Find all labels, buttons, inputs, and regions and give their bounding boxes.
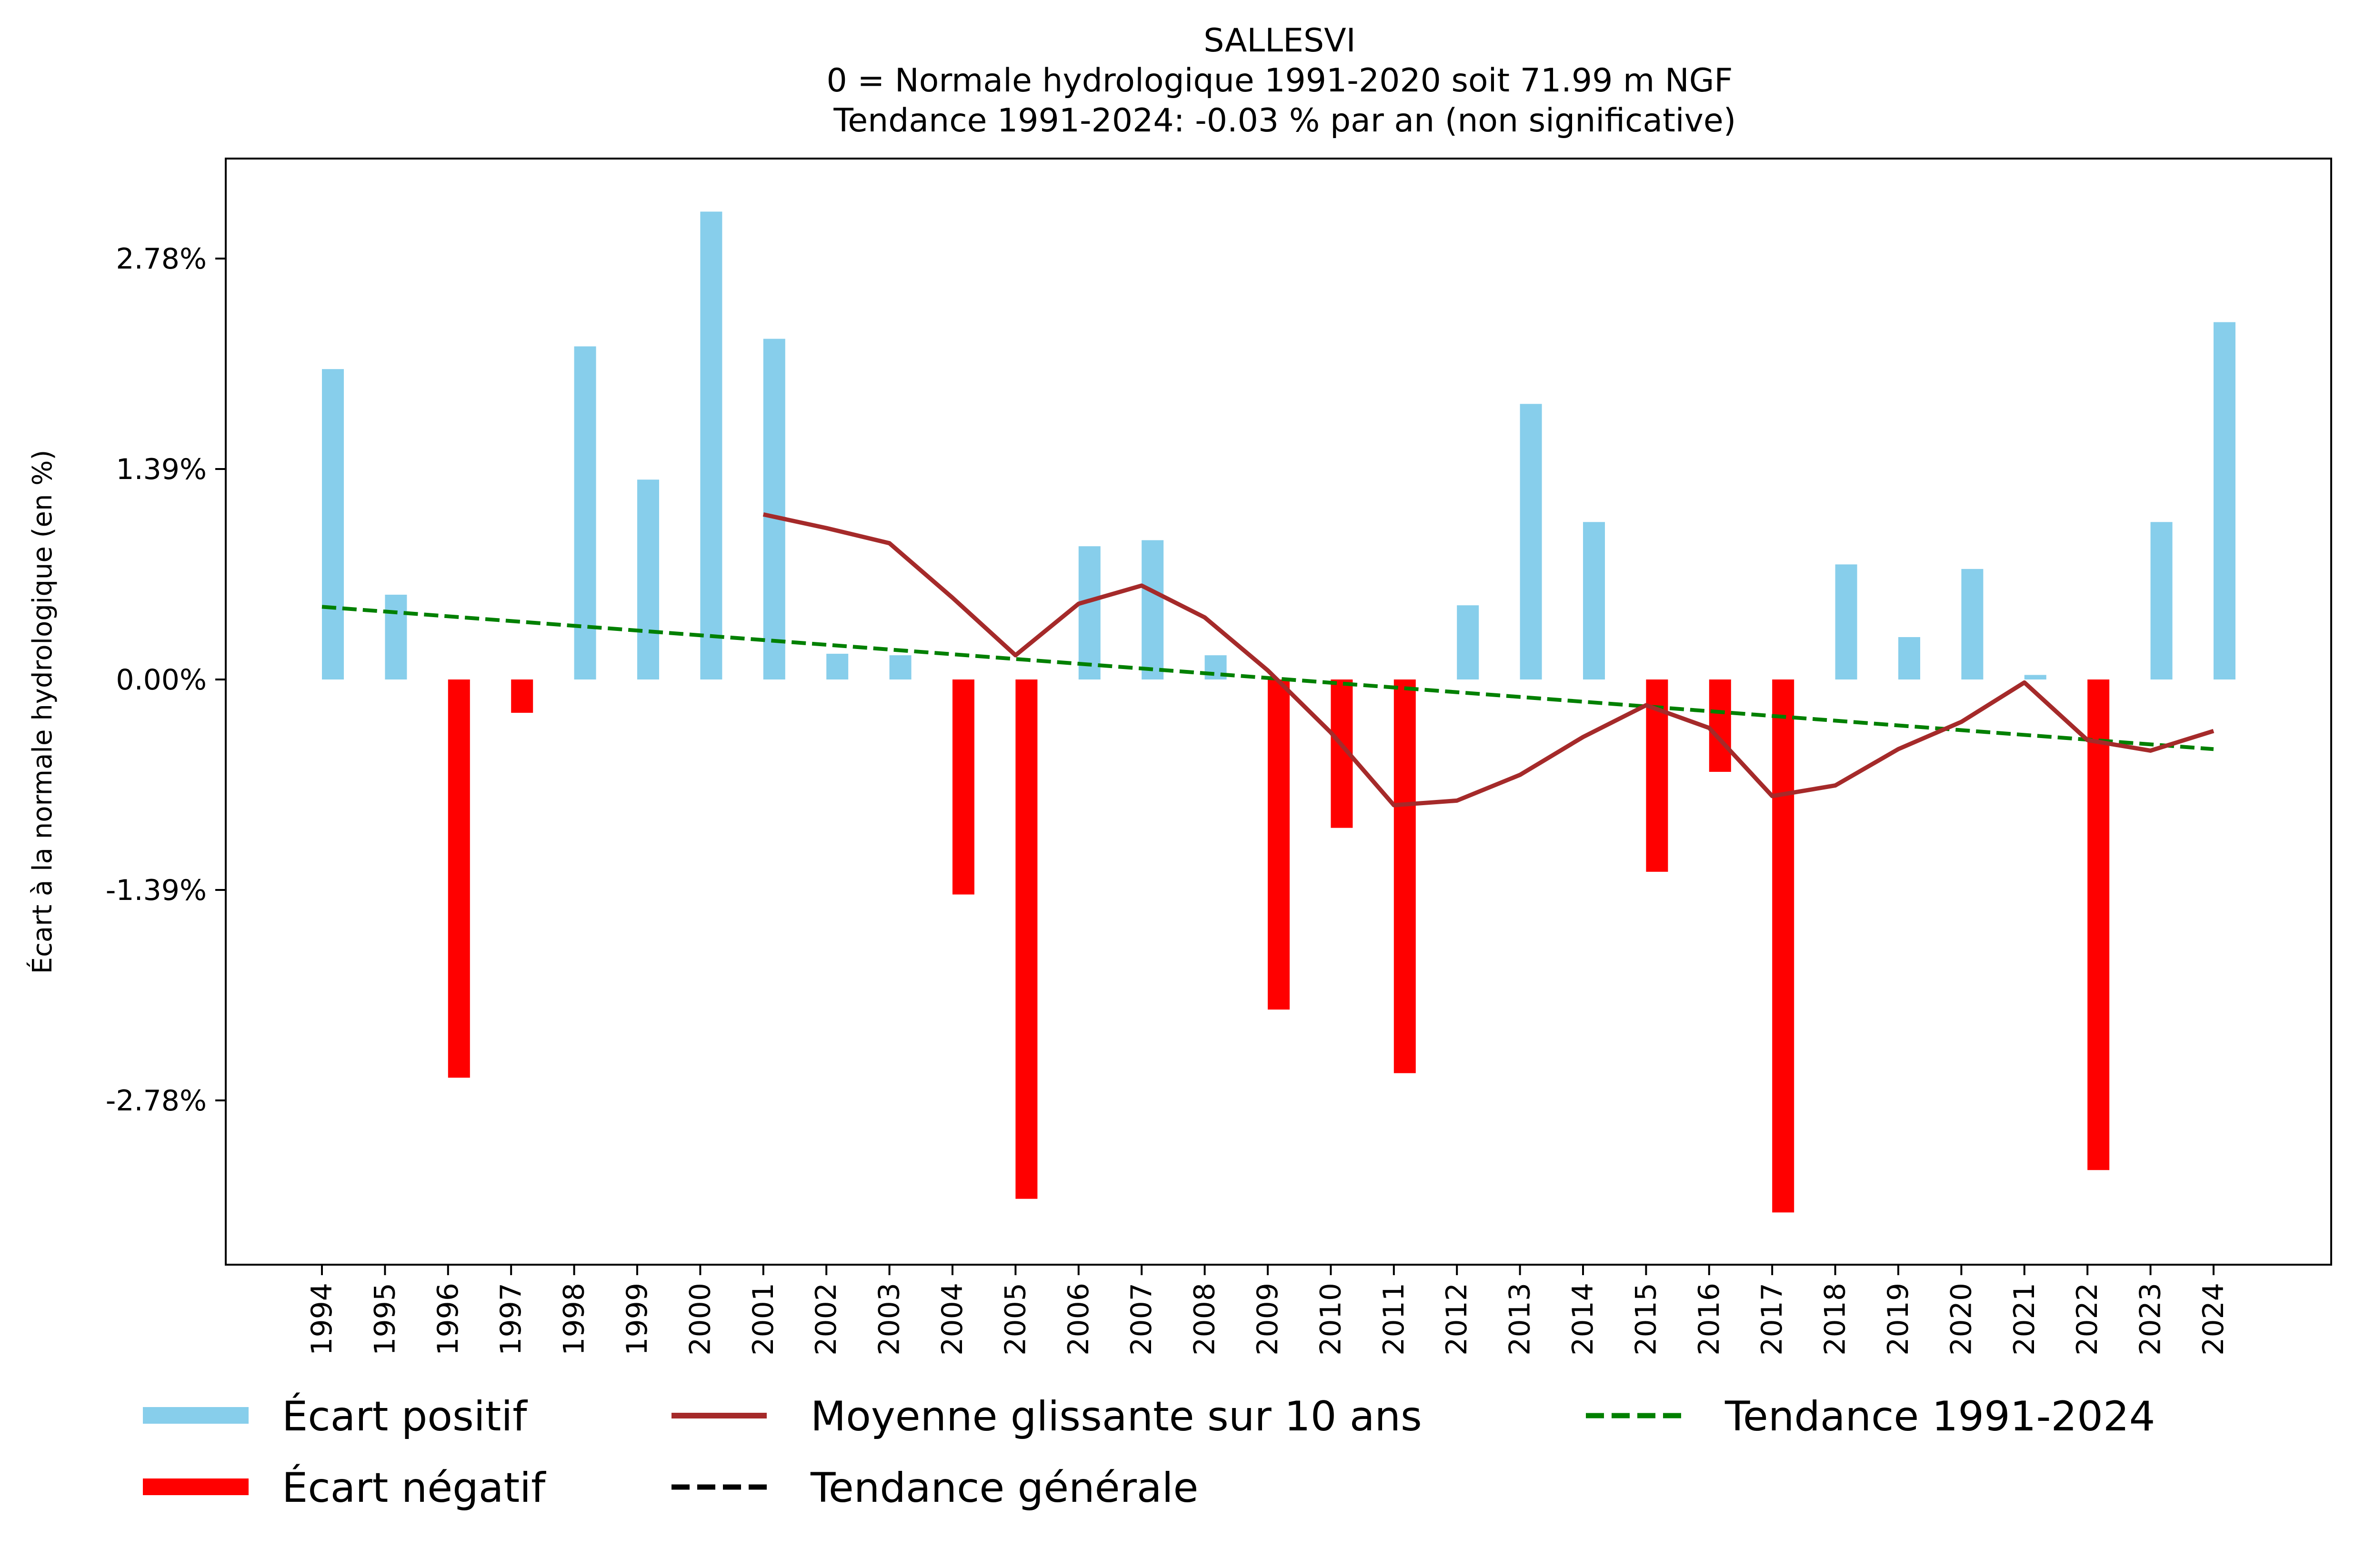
bar-positive [826,653,849,679]
bar-positive [1142,540,1164,679]
legend-item: Tendance générale [671,1464,1198,1512]
moving-average-line [762,512,2215,808]
x-tick-label: 2001 [747,1283,780,1356]
x-tick-label: 2007 [1125,1283,1158,1356]
legend-swatch [143,1478,249,1495]
x-tick-label: 1996 [431,1283,465,1356]
bar-positive [1457,605,1479,679]
bar-negative [1772,679,1794,1213]
x-tick-label: 2017 [1755,1283,1789,1356]
legend-swatch [143,1407,249,1424]
x-tick-label: 1999 [621,1283,654,1356]
y-tick-label: 0.00% [116,663,207,697]
axes-frame [225,158,2332,1266]
x-tick-label: 2019 [1882,1283,1915,1356]
x-tick-label: 1998 [558,1283,591,1356]
bar-positive [889,655,912,679]
x-tick-label: 2010 [1314,1283,1347,1356]
bar-negative [448,679,470,1078]
y-axis-label: Écart à la normale hydrologique (en %) [27,450,58,974]
x-tick-label: 2003 [873,1283,906,1356]
bar-positive [1520,404,1542,679]
trend-line-1991-2024 [321,605,2214,751]
bar-positive [1961,569,1984,679]
x-tick-label: 1994 [305,1283,339,1356]
x-tick-label: 2011 [1377,1283,1411,1356]
bar-positive [637,479,659,679]
x-tick-label: 2015 [1629,1283,1663,1356]
title-line-1: SALLESVI [1203,22,1355,60]
legend-label: Écart positif [282,1392,528,1440]
y-tick-label: -1.39% [106,874,207,907]
x-tick-label: 2009 [1251,1283,1284,1356]
x-tick-label: 2013 [1503,1283,1537,1356]
x-tick-label: 2022 [2071,1283,2104,1356]
y-tick-label: -2.78% [106,1084,207,1118]
bar-negative [1393,679,1416,1073]
bar-positive [2024,675,2046,679]
bar-negative [1015,679,1038,1199]
bar-positive [1898,637,1920,679]
legend-item: Écart positif [143,1392,528,1440]
bar-positive [763,339,785,679]
y-axis: 2.78% 1.39% 0.00% -1.39% -2.78% [106,242,226,1118]
bar-positive [385,594,407,679]
chart-title: SALLESVI 0 = Normale hydrologique 1991-2… [823,22,1736,140]
bar-positive [2214,322,2235,679]
x-tick-label: 2012 [1440,1283,1473,1356]
bar-negative [1268,679,1290,1010]
x-tick-label: 2005 [999,1283,1032,1356]
y-tick-label: 1.39% [116,453,207,486]
x-tick-label: 2002 [810,1283,843,1356]
bar-negative [1709,679,1731,772]
x-tick-label: 2016 [1693,1283,1726,1356]
legend-item: Moyenne glissante sur 10 ans [671,1393,1422,1440]
title-line-3: Tendance 1991-2024: -0.03 % par an (non … [823,102,1736,140]
x-tick-label: 2014 [1566,1283,1600,1356]
x-tick-label: 2018 [1819,1283,1852,1356]
legend-label: Tendance 1991-2024 [1724,1393,2155,1440]
x-tick-label: 1997 [494,1283,528,1356]
bar-negative [2087,679,2110,1170]
legend-label: Écart négatif [282,1464,546,1512]
x-tick-label: 2000 [683,1283,717,1356]
x-axis: 1994 1995 1996 1997 1998 1999 2000 2001 2002 2003… [305,1265,2230,1356]
bar-negative [511,679,533,713]
legend: Écart positif Moyenne glissante sur 10 an… [143,1392,2155,1512]
legend-label: Moyenne glissante sur 10 ans [811,1393,1422,1440]
bar-negative [952,679,974,895]
x-tick-label: 2023 [2134,1283,2167,1356]
x-tick-label: 1995 [368,1283,401,1356]
x-tick-label: 2021 [2008,1283,2041,1356]
bar-positive [1078,546,1101,679]
y-tick-label: 2.78% [116,242,207,276]
bar-positive [700,211,722,680]
x-tick-label: 2008 [1188,1283,1222,1356]
title-line-2: 0 = Normale hydrologique 1991-2020 soit … [826,62,1733,100]
x-tick-label: 2004 [936,1283,969,1356]
bar-positive [322,369,344,679]
bar-positive [574,346,596,679]
bars [322,211,2235,1213]
legend-item: Tendance 1991-2024 [1586,1393,2155,1440]
bar-positive [1583,522,1605,679]
legend-item: Écart négatif [143,1464,546,1512]
x-tick-label: 2024 [2197,1283,2230,1356]
legend-label: Tendance générale [810,1464,1198,1512]
bar-positive [1835,564,1857,679]
x-tick-label: 2020 [1944,1283,1978,1356]
bar-positive [2150,522,2173,679]
x-tick-label: 2006 [1062,1283,1095,1356]
lines [321,512,2215,808]
